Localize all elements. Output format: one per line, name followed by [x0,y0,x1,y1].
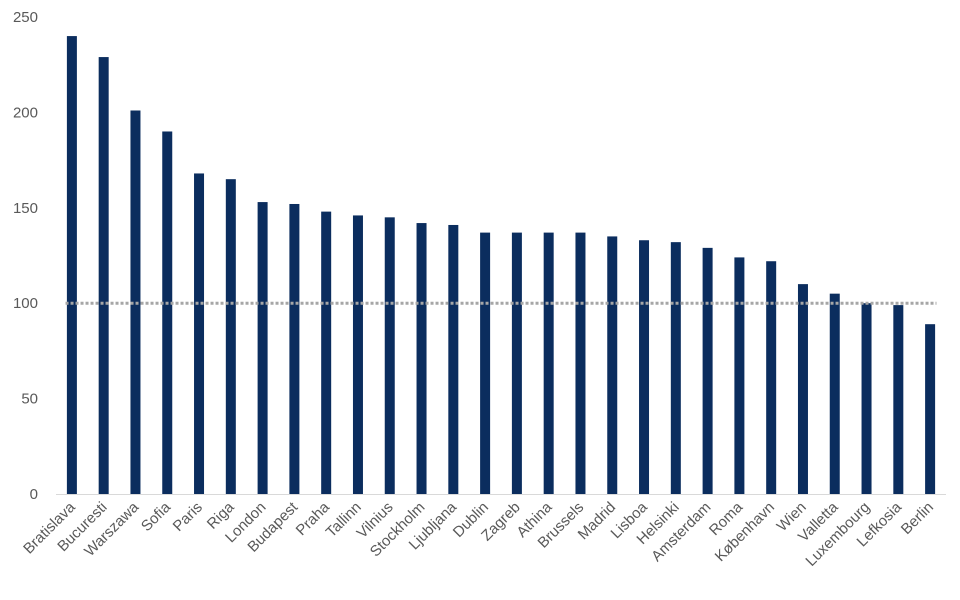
bar-vilnius [384,217,395,494]
bar-lisboa [639,240,650,494]
bar-madrid [607,236,618,495]
y-tick-label: 0 [30,486,38,503]
x-tick-label: Sofia [138,498,175,535]
bar-valletta [829,293,840,494]
y-tick-label: 150 [13,200,38,217]
bar-budapest [289,203,300,494]
bar-wien [797,284,808,494]
bar-berlin [925,324,936,494]
bar-stockholm [416,223,427,494]
y-tick-label: 200 [13,104,38,121]
bar-bucuresti [98,57,109,495]
bar-ljubljana [448,224,459,495]
bar-athina [543,232,554,494]
bar-luxembourg [861,303,872,494]
bar-zagreb [511,232,522,494]
bar-tallinn [352,215,363,494]
x-tick-label: Berlin [898,499,937,538]
bar-amsterdam [702,247,713,494]
bar-dublin [480,232,491,494]
bar-k-benhavn [766,261,777,494]
y-tick-label: 100 [13,295,38,312]
bar-london [257,202,268,495]
bar-warszawa [130,110,141,494]
y-tick-label: 50 [21,391,38,408]
x-tick-label: Paris [170,499,206,535]
bar-praha [321,211,332,494]
bar-lefkosia [893,305,904,494]
bar-helsinki [670,242,681,494]
bar-riga [225,179,236,494]
bar-bratislava [66,36,77,494]
y-axis: 0 50 100 150 200 250 [13,9,38,503]
y-tick-label: 250 [13,9,38,26]
x-axis: BratislavaBucurestiWarszawaSofiaParisRig… [20,494,946,570]
bars [66,36,936,495]
bar-sofia [162,131,173,495]
bar-paris [194,173,205,494]
bar-roma [734,257,745,494]
bar-brussels [575,232,586,494]
